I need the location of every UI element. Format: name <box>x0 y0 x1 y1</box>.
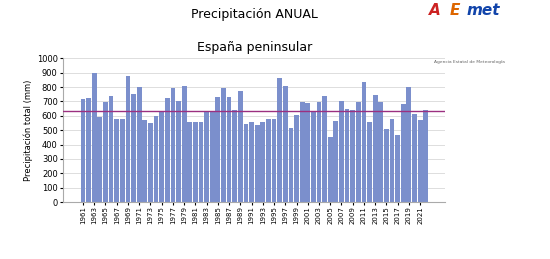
Bar <box>294 115 299 202</box>
Bar <box>142 120 147 202</box>
Bar <box>412 114 417 202</box>
Bar <box>238 91 243 202</box>
Bar <box>176 101 181 202</box>
Text: met: met <box>466 3 500 18</box>
Bar <box>204 112 209 202</box>
Bar <box>103 102 108 202</box>
Bar <box>131 94 136 202</box>
Bar <box>97 117 102 202</box>
Bar <box>182 85 186 202</box>
Bar <box>165 98 170 202</box>
Bar <box>109 96 113 202</box>
Bar <box>328 137 333 202</box>
Bar <box>188 121 192 202</box>
Bar <box>345 109 349 202</box>
Bar <box>227 97 232 202</box>
Bar <box>322 96 327 202</box>
Bar <box>367 122 372 202</box>
Bar <box>317 102 321 202</box>
Bar <box>249 121 254 202</box>
Bar <box>333 121 338 202</box>
Bar <box>424 110 428 202</box>
Bar <box>92 73 97 202</box>
Bar <box>401 104 406 202</box>
Bar <box>418 120 422 202</box>
Bar <box>406 87 411 202</box>
Text: Agencia Estatal de Meteorología: Agencia Estatal de Meteorología <box>434 60 505 63</box>
Bar <box>389 119 394 202</box>
Bar <box>216 97 220 202</box>
Bar <box>305 103 310 202</box>
Bar <box>148 123 153 202</box>
Bar <box>266 119 271 202</box>
Bar <box>356 102 361 202</box>
Bar <box>160 111 164 202</box>
Bar <box>277 78 282 202</box>
Bar <box>373 95 377 202</box>
Bar <box>255 125 260 202</box>
Bar <box>81 99 85 202</box>
Y-axis label: Precipitación total (mm): Precipitación total (mm) <box>23 80 32 181</box>
Bar <box>125 76 130 202</box>
Bar <box>120 119 125 202</box>
Text: Precipitación ANUAL: Precipitación ANUAL <box>191 8 318 21</box>
Bar <box>221 89 226 202</box>
Bar <box>272 119 277 202</box>
Bar <box>350 110 355 202</box>
Bar <box>210 111 214 202</box>
Bar <box>153 116 158 202</box>
Bar <box>199 121 204 202</box>
Bar <box>193 122 198 202</box>
Bar <box>289 128 293 202</box>
Bar <box>137 87 141 202</box>
Bar <box>232 110 237 202</box>
Bar <box>260 122 265 202</box>
Bar <box>114 119 119 202</box>
Text: España peninsular: España peninsular <box>197 41 312 54</box>
Bar <box>170 89 175 202</box>
Text: E: E <box>450 3 460 18</box>
Bar <box>378 102 383 202</box>
Bar <box>384 129 389 202</box>
Bar <box>244 124 249 202</box>
Bar <box>361 82 366 202</box>
Bar <box>300 102 305 202</box>
Bar <box>283 85 288 202</box>
Bar <box>86 98 91 202</box>
Bar <box>339 101 344 202</box>
Text: A: A <box>429 3 441 18</box>
Bar <box>395 135 400 202</box>
Bar <box>311 112 316 202</box>
